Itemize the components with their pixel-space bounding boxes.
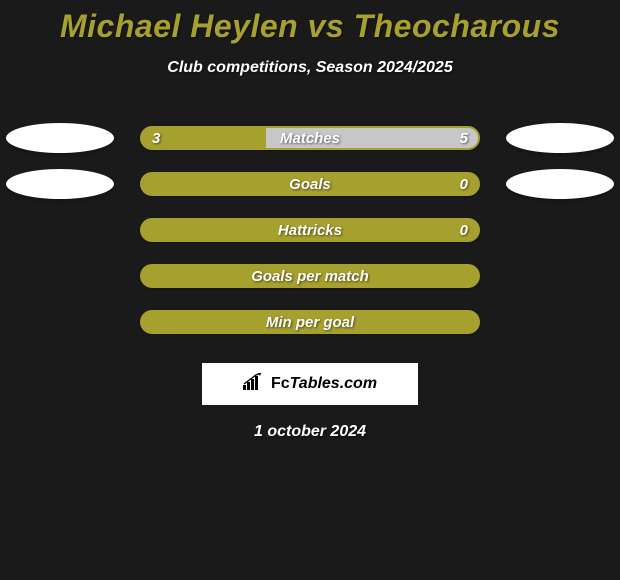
stat-row: Matches35 bbox=[0, 115, 620, 161]
stat-row: Goals per match bbox=[0, 253, 620, 299]
chart-icon bbox=[243, 373, 265, 396]
stat-bar: Hattricks0 bbox=[140, 218, 480, 242]
page-title: Michael Heylen vs Theocharous bbox=[0, 0, 620, 45]
comparison-infographic: Michael Heylen vs Theocharous Club compe… bbox=[0, 0, 620, 580]
player2-value: 0 bbox=[460, 172, 468, 196]
player2-photo-ellipse bbox=[506, 123, 614, 153]
stat-bar: Goals0 bbox=[140, 172, 480, 196]
stat-label: Min per goal bbox=[140, 310, 480, 334]
logo-text: FcTables.com bbox=[271, 375, 377, 393]
player2-fill bbox=[266, 128, 479, 148]
stat-rows: Matches35Goals0Hattricks0Goals per match… bbox=[0, 115, 620, 345]
stat-label: Goals per match bbox=[140, 264, 480, 288]
site-logo: FcTables.com bbox=[202, 363, 418, 405]
stat-row: Hattricks0 bbox=[0, 207, 620, 253]
stat-label: Hattricks bbox=[140, 218, 480, 242]
stat-bar: Matches35 bbox=[140, 126, 480, 150]
player1-value: 3 bbox=[152, 126, 160, 150]
player1-photo-ellipse bbox=[6, 169, 114, 199]
stat-bar: Min per goal bbox=[140, 310, 480, 334]
stat-label: Goals bbox=[140, 172, 480, 196]
player2-value: 0 bbox=[460, 218, 468, 242]
stat-row: Min per goal bbox=[0, 299, 620, 345]
stat-bar: Goals per match bbox=[140, 264, 480, 288]
date-text: 1 october 2024 bbox=[0, 423, 620, 441]
player1-photo-ellipse bbox=[6, 123, 114, 153]
stat-row: Goals0 bbox=[0, 161, 620, 207]
subtitle: Club competitions, Season 2024/2025 bbox=[0, 59, 620, 77]
player2-photo-ellipse bbox=[506, 169, 614, 199]
